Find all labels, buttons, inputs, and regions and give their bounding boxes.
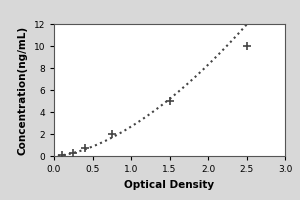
X-axis label: Optical Density: Optical Density bbox=[124, 180, 214, 190]
Y-axis label: Concentration(ng/mL): Concentration(ng/mL) bbox=[18, 25, 28, 155]
